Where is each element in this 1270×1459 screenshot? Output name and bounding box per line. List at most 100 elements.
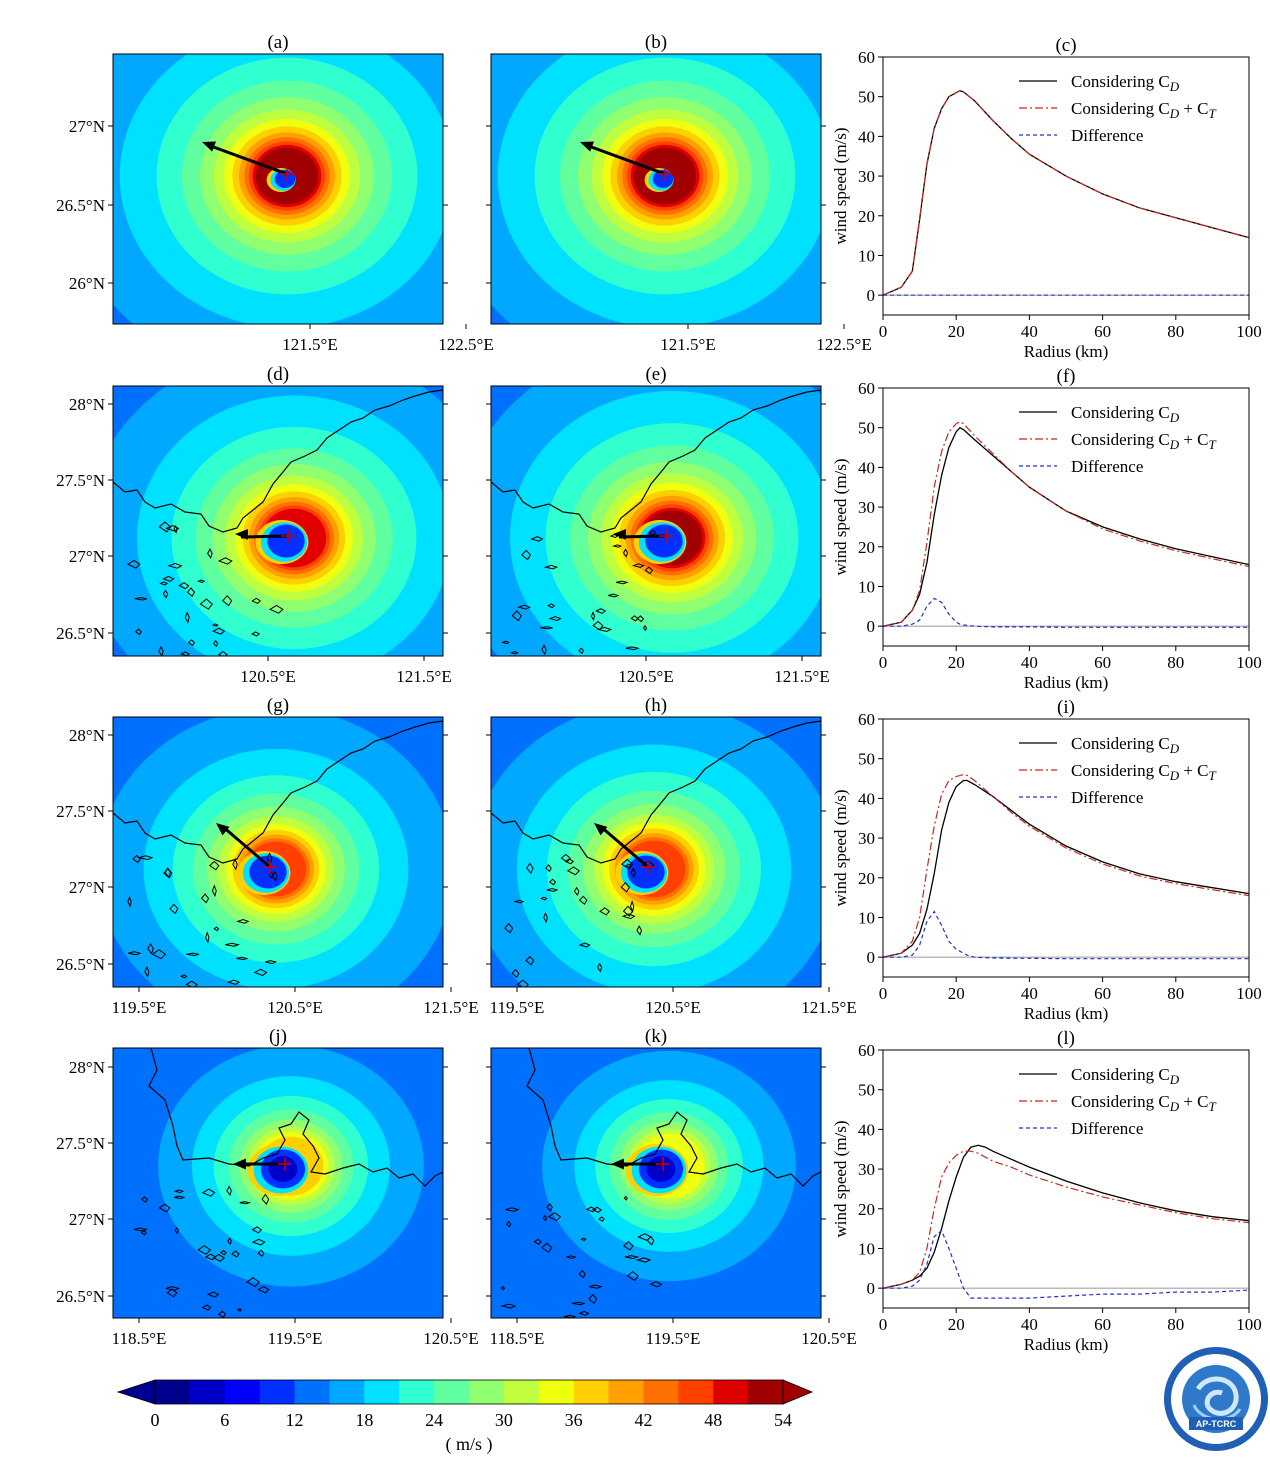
x-axis-label: Radius (km) bbox=[1024, 673, 1109, 692]
map-panel-d: (d) 28°N 27.5°N 27°N 26.5°N 120.5°E 121.5°E bbox=[56, 364, 452, 686]
y-tick-label: 60 bbox=[858, 710, 875, 729]
colorbar-band bbox=[678, 1380, 714, 1404]
series-difference bbox=[883, 910, 1249, 960]
series-considering-cd bbox=[882, 426, 1250, 627]
colorbar-tick-label: 42 bbox=[634, 1410, 652, 1430]
colorbar-band bbox=[469, 1380, 505, 1404]
colorbar-band bbox=[713, 1380, 749, 1404]
coastline bbox=[526, 1048, 821, 1187]
colorbar-band bbox=[364, 1380, 400, 1404]
x-tick-label: 20 bbox=[948, 984, 965, 1003]
x-tick-label: 0 bbox=[879, 984, 888, 1003]
lat-tick-label: 27.5°N bbox=[56, 1134, 105, 1153]
y-tick-label: 40 bbox=[858, 1120, 875, 1139]
motion-arrow bbox=[221, 824, 271, 869]
series-considering-cd-ct bbox=[882, 773, 1250, 958]
y-tick-label: 30 bbox=[858, 167, 875, 186]
lon-tick-label: 119.5°E bbox=[268, 1329, 323, 1348]
colorbar-band bbox=[748, 1380, 784, 1404]
map-frame bbox=[112, 385, 444, 657]
legend-label: Difference bbox=[1071, 126, 1143, 145]
colorbar-max-extend bbox=[782, 1379, 814, 1405]
y-tick-label: 0 bbox=[867, 948, 876, 967]
colorbar-tick-label: 12 bbox=[286, 1410, 304, 1430]
motion-arrow bbox=[585, 143, 666, 176]
legend-label: Considering CD + CT bbox=[1071, 761, 1217, 783]
colorbar-tick-label: 0 bbox=[151, 1410, 160, 1430]
y-tick-label: 20 bbox=[858, 1200, 875, 1219]
eye-center bbox=[268, 1156, 298, 1182]
y-tick-label: 60 bbox=[858, 48, 875, 67]
x-tick-label: 60 bbox=[1094, 984, 1111, 1003]
map-panel-title: (a) bbox=[267, 32, 288, 53]
map-panel-j: (j) 28°N 27.5°N 27°N 26.5°N 118.5°E 119.5°E 120… bbox=[56, 1026, 479, 1348]
lon-tick-label: 120.5°E bbox=[645, 998, 700, 1017]
series-considering-cd bbox=[882, 1144, 1250, 1289]
lon-tick-label: 121.5°E bbox=[423, 998, 478, 1017]
y-tick-label: 50 bbox=[858, 750, 875, 769]
colorbar-tick-label: 36 bbox=[565, 1410, 583, 1430]
y-tick-label: 10 bbox=[858, 908, 875, 927]
map-panel-a: (a) 27°N 26.5°N 26°N 121.5°E 122.5°E bbox=[56, 32, 494, 354]
lon-tick-label: 120.5°E bbox=[267, 998, 322, 1017]
chart-title: (f) bbox=[1057, 366, 1076, 387]
lon-tick-label: 121.5°E bbox=[396, 667, 451, 686]
x-axis-label: Radius (km) bbox=[1024, 342, 1109, 361]
y-tick-label: 60 bbox=[858, 379, 875, 398]
lon-tick-label: 121.5°E bbox=[801, 998, 856, 1017]
x-tick-label: 80 bbox=[1167, 653, 1184, 672]
lat-tick-label: 27.5°N bbox=[56, 802, 105, 821]
line-chart-3: (l) 0 10 20 30 40 50 60 0 20 40 60 80 100 Radius (km) w… bbox=[831, 1028, 1262, 1354]
map-frame bbox=[490, 716, 822, 988]
motion-arrow-head bbox=[202, 141, 216, 152]
lat-tick-label: 26.5°N bbox=[56, 624, 105, 643]
lat-tick-label: 28°N bbox=[69, 1058, 105, 1077]
colorbar-band bbox=[189, 1380, 226, 1404]
colorbar-band bbox=[503, 1380, 540, 1404]
lat-tick-label: 26.5°N bbox=[56, 1287, 105, 1306]
y-tick-label: 20 bbox=[858, 207, 875, 226]
y-tick-label: 10 bbox=[858, 577, 875, 596]
lat-tick-label: 26.5°N bbox=[56, 955, 105, 974]
colorbar-frame bbox=[154, 1379, 784, 1405]
storm-center-marker bbox=[280, 167, 294, 181]
motion-arrow bbox=[618, 534, 667, 539]
lon-tick-label: 120.5°E bbox=[618, 667, 673, 686]
legend-label: Considering CD bbox=[1071, 403, 1180, 425]
colorbar-tick-label: 18 bbox=[355, 1410, 373, 1430]
motion-arrow bbox=[240, 534, 289, 539]
legend-label: Difference bbox=[1071, 457, 1143, 476]
line-chart-0: (c) 0 10 20 30 40 50 60 0 20 40 60 80 100 Radius (km) w… bbox=[831, 35, 1262, 361]
legend-label: Considering CD bbox=[1071, 72, 1180, 94]
lon-tick-label: 121.5°E bbox=[774, 667, 829, 686]
y-tick-label: 30 bbox=[858, 498, 875, 517]
y-tick-label: 0 bbox=[867, 1279, 876, 1298]
lon-tick-label: 118.5°E bbox=[112, 1329, 167, 1348]
colorbar-tick-label: 54 bbox=[774, 1410, 792, 1430]
chart-frame bbox=[882, 1049, 1250, 1309]
motion-arrow-head bbox=[216, 823, 230, 836]
y-axis-label: wind speed (m/s) bbox=[831, 127, 850, 244]
motion-arrow-head bbox=[580, 141, 594, 152]
chart-title: (l) bbox=[1057, 1028, 1075, 1049]
y-tick-label: 60 bbox=[858, 1041, 875, 1060]
lat-tick-label: 27.5°N bbox=[56, 471, 105, 490]
map-panel-title: (h) bbox=[645, 695, 667, 716]
y-tick-label: 30 bbox=[858, 1160, 875, 1179]
colorbar: 0 6 12 18 24 30 36 42 48 54 ( m/s ) bbox=[116, 1379, 814, 1455]
colorbar-band bbox=[434, 1380, 470, 1404]
motion-arrow bbox=[207, 143, 288, 176]
eye-core bbox=[267, 524, 305, 558]
map-frame bbox=[490, 1047, 822, 1319]
series-considering-cd-ct bbox=[882, 421, 1250, 627]
motion-arrow-head bbox=[594, 823, 608, 836]
map-frame bbox=[112, 53, 444, 325]
x-tick-label: 0 bbox=[879, 322, 888, 341]
map-panels: (a) 27°N 26.5°N 26°N 121.5°E 122.5°E (b) 121.5°… bbox=[56, 32, 872, 1348]
map-frame bbox=[112, 716, 444, 988]
colorbar-band bbox=[399, 1380, 435, 1404]
eye-core bbox=[249, 855, 287, 889]
x-tick-label: 80 bbox=[1167, 1315, 1184, 1334]
